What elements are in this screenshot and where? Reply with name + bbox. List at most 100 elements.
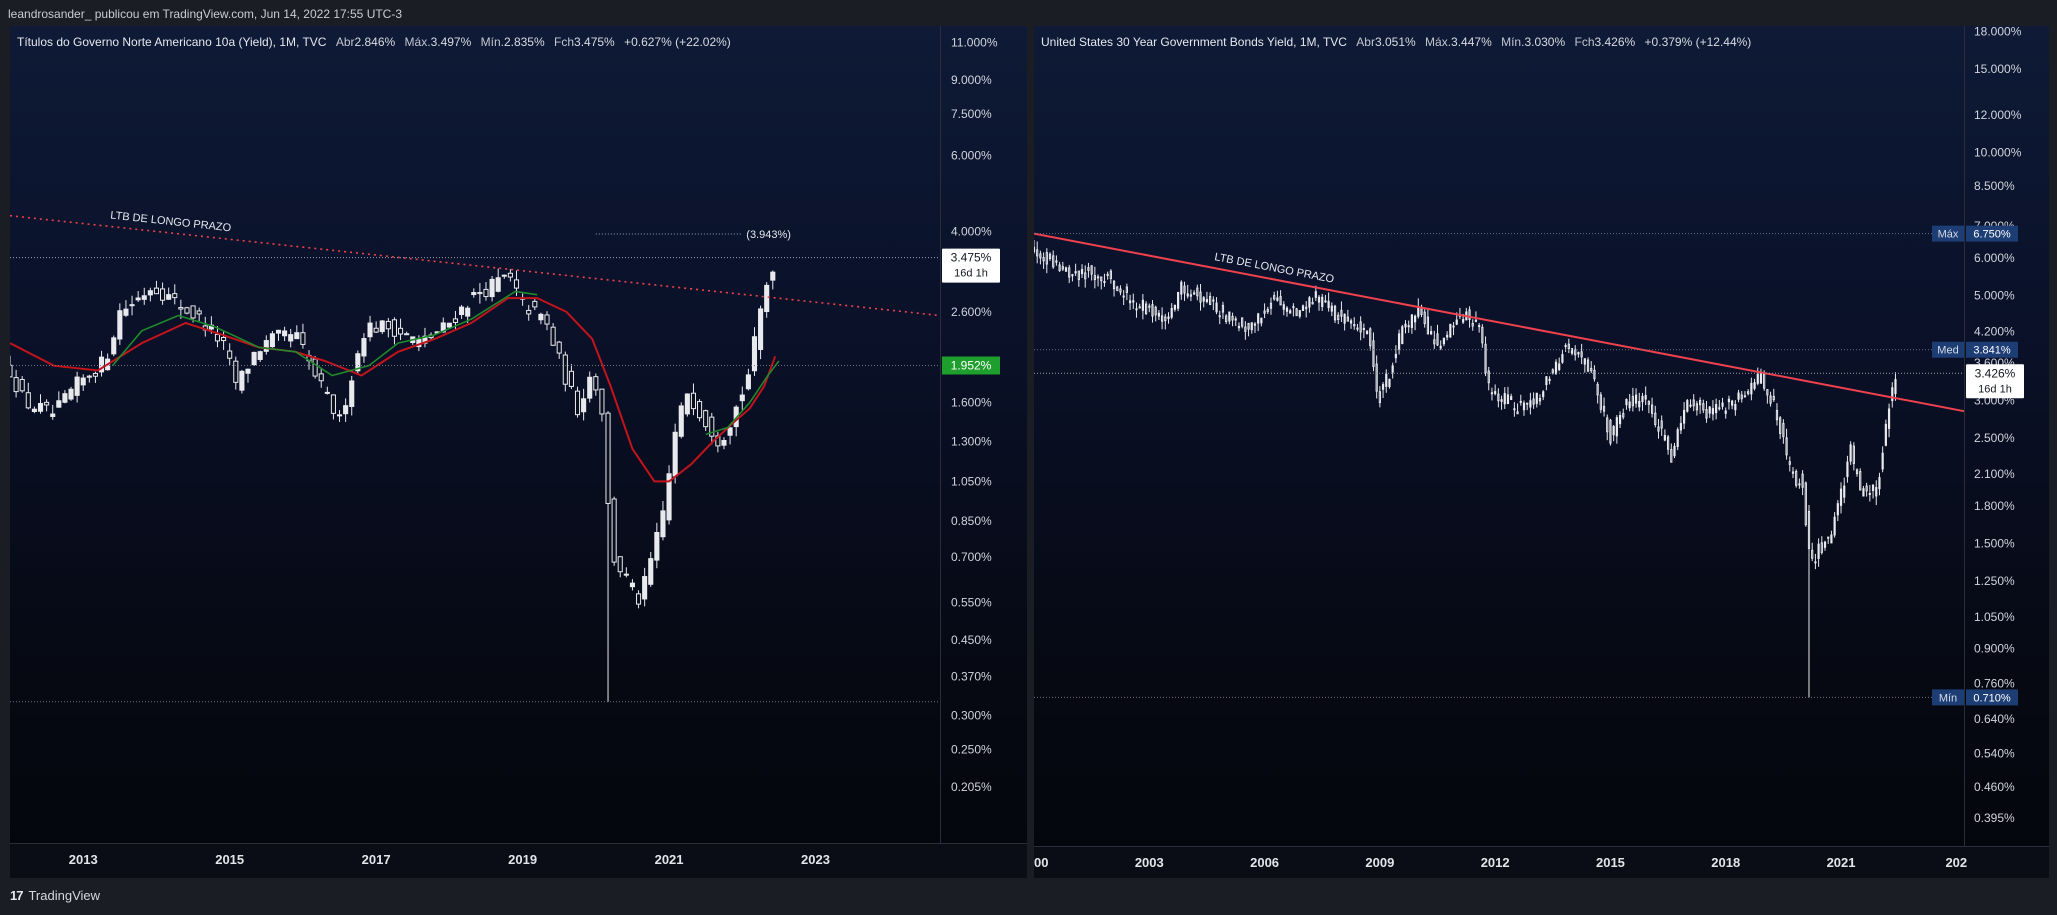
candle — [1551, 369, 1554, 374]
candle — [1650, 404, 1654, 414]
candle — [1378, 391, 1381, 404]
candle — [556, 341, 562, 354]
candle — [1068, 267, 1071, 278]
candle — [1237, 325, 1241, 329]
candle — [1080, 269, 1084, 275]
candle — [1260, 317, 1263, 324]
candle — [1221, 304, 1225, 313]
candle — [1593, 369, 1596, 380]
price-tag-bg — [942, 248, 1000, 283]
candle — [1426, 316, 1430, 335]
y-tick-label: 1.050% — [951, 474, 992, 488]
candle — [1660, 420, 1663, 429]
candle — [1125, 286, 1128, 293]
legend-open-label: Abr — [1356, 35, 1375, 49]
candle — [1257, 313, 1260, 324]
candle — [1602, 405, 1606, 412]
candle — [1625, 398, 1628, 406]
candle — [1583, 358, 1586, 365]
legend-us10y: Títulos do Governo Norte Americano 10a (… — [17, 35, 731, 49]
candle — [1654, 412, 1657, 426]
y-tick-label: 0.640% — [1974, 712, 2015, 726]
x-tick-label: 2019 — [508, 852, 537, 867]
candle — [1410, 314, 1413, 328]
legend-us30y: United States 30 Year Government Bonds Y… — [1041, 35, 1751, 49]
candle — [495, 277, 501, 292]
candle — [86, 375, 92, 378]
price-tag-countdown: 16d 1h — [1978, 383, 2012, 395]
candle — [1381, 384, 1385, 390]
range-value: 3.841% — [1973, 345, 2011, 357]
candle — [1859, 471, 1862, 491]
y-tick-label: 15.000% — [1974, 62, 2022, 76]
legend-close-label: Fch — [1574, 35, 1595, 49]
candle — [1657, 426, 1660, 432]
candle — [1154, 306, 1157, 316]
chart-us30y[interactable]: 18.000%15.000%12.000%10.000%8.500%7.000%… — [1034, 26, 2049, 878]
candle — [1478, 325, 1481, 328]
tradingview-brand[interactable]: 17 TradingView — [10, 888, 100, 903]
candle — [80, 377, 86, 386]
candle — [1228, 311, 1231, 322]
candle — [568, 370, 574, 387]
candle — [544, 314, 550, 325]
candle — [1545, 376, 1548, 386]
candle — [1199, 291, 1202, 303]
x-tick-label: 2009 — [1365, 855, 1394, 870]
y-tick-label: 2.600% — [951, 305, 992, 319]
candle — [758, 308, 764, 350]
candle — [1250, 322, 1253, 331]
candle — [513, 279, 520, 289]
candle — [1042, 257, 1045, 262]
candle — [1202, 297, 1205, 302]
candle — [526, 309, 532, 315]
candle — [1753, 382, 1756, 389]
candle — [288, 334, 294, 342]
price-tag-bg — [1966, 364, 2024, 399]
candle — [690, 392, 697, 410]
candle — [1692, 399, 1695, 407]
range-label-bg — [1932, 225, 1964, 242]
candle — [1606, 417, 1609, 433]
candle — [1849, 444, 1852, 462]
candle — [489, 278, 495, 298]
y-tick-label: 0.250% — [951, 743, 992, 757]
candle — [703, 410, 709, 428]
candle — [1234, 318, 1237, 321]
x-tick-label: 2021 — [1827, 855, 1856, 870]
candle — [1112, 280, 1116, 290]
candle — [635, 593, 642, 605]
candle — [44, 401, 50, 406]
candle — [1231, 315, 1234, 321]
candle — [1506, 394, 1510, 405]
candle — [477, 292, 483, 295]
candle — [1577, 352, 1580, 355]
y-tick-label: 0.900% — [1974, 642, 2015, 656]
candle — [19, 378, 25, 392]
y-tick-label: 18.000% — [1974, 26, 2022, 39]
candle — [1314, 291, 1317, 298]
candle — [587, 376, 593, 399]
chart-us10y[interactable]: 11.000% 9.000% 7.500% 6.000% 4.000% 2.600% 1.6… — [10, 26, 1027, 878]
candle — [1647, 401, 1650, 405]
candle — [1878, 477, 1881, 490]
candle — [1775, 410, 1779, 421]
range-label: Mín — [1939, 692, 1957, 704]
candle — [1106, 273, 1109, 276]
candle — [1705, 408, 1708, 419]
candle — [1401, 326, 1404, 345]
chart-panel-us10y[interactable]: 11.000% 9.000% 7.500% 6.000% 4.000% 2.600% 1.6… — [10, 26, 1027, 878]
candle — [684, 393, 690, 415]
chart-panel-us30y[interactable]: 18.000%15.000%12.000%10.000%8.500%7.000%… — [1034, 26, 2049, 878]
y-tick-label: 0.460% — [1974, 780, 2015, 794]
candle — [92, 372, 98, 377]
candle — [68, 388, 74, 400]
y-tick-label: 6.000% — [951, 149, 992, 163]
candle — [1884, 423, 1887, 446]
candle — [1500, 399, 1503, 402]
candle — [1353, 324, 1356, 327]
candle — [1622, 413, 1625, 418]
candle — [1855, 469, 1859, 475]
y-tick-label: 6.000% — [1974, 251, 2015, 265]
candle — [666, 473, 672, 521]
